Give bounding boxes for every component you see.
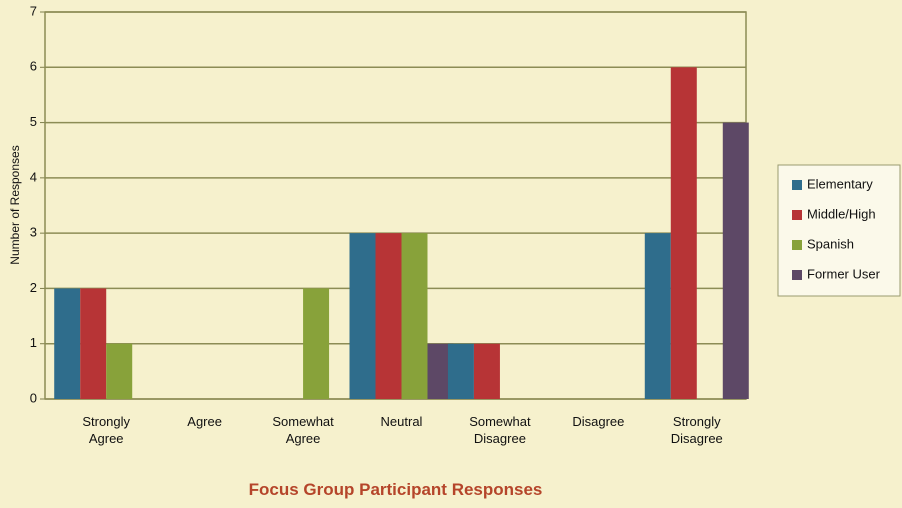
bar [375, 233, 402, 399]
y-axis-label: Number of Responses [8, 145, 22, 264]
y-tick-label: 4 [30, 169, 37, 184]
x-tick-label: Somewhat Agree [272, 414, 334, 446]
x-tick-label: Agree [187, 414, 222, 429]
bar [303, 288, 330, 399]
y-tick-label: 2 [30, 280, 37, 295]
x-tick-label: Somewhat Disagree [469, 414, 531, 446]
y-tick-label: 7 [30, 3, 37, 18]
legend-label: Spanish [807, 236, 854, 251]
x-tick-label: Neutral [380, 414, 423, 429]
x-tick-label: Strongly Agree [82, 414, 131, 446]
bar [54, 288, 81, 399]
legend-label: Middle/High [807, 206, 876, 221]
bar [401, 233, 428, 399]
bar [722, 122, 749, 400]
y-tick-label: 0 [30, 390, 37, 405]
x-axis-label: Focus Group Participant Responses [248, 480, 543, 499]
bar [473, 343, 500, 399]
bar [447, 343, 474, 399]
legend-label: Elementary [807, 176, 873, 191]
bar [644, 233, 671, 399]
legend-swatch [792, 210, 802, 220]
y-tick-label: 6 [30, 59, 37, 74]
bar [349, 233, 376, 399]
bar [670, 67, 697, 400]
y-tick-label: 1 [30, 335, 37, 350]
legend-swatch [792, 180, 802, 190]
legend-swatch [792, 270, 802, 280]
legend-swatch [792, 240, 802, 250]
bar [106, 343, 133, 399]
y-tick-label: 5 [30, 114, 37, 129]
legend-label: Former User [807, 266, 881, 281]
y-tick-label: 3 [30, 225, 37, 240]
x-tick-label: Strongly Disagree [670, 414, 723, 446]
bar [80, 288, 107, 399]
x-tick-label: Disagree [572, 414, 625, 429]
